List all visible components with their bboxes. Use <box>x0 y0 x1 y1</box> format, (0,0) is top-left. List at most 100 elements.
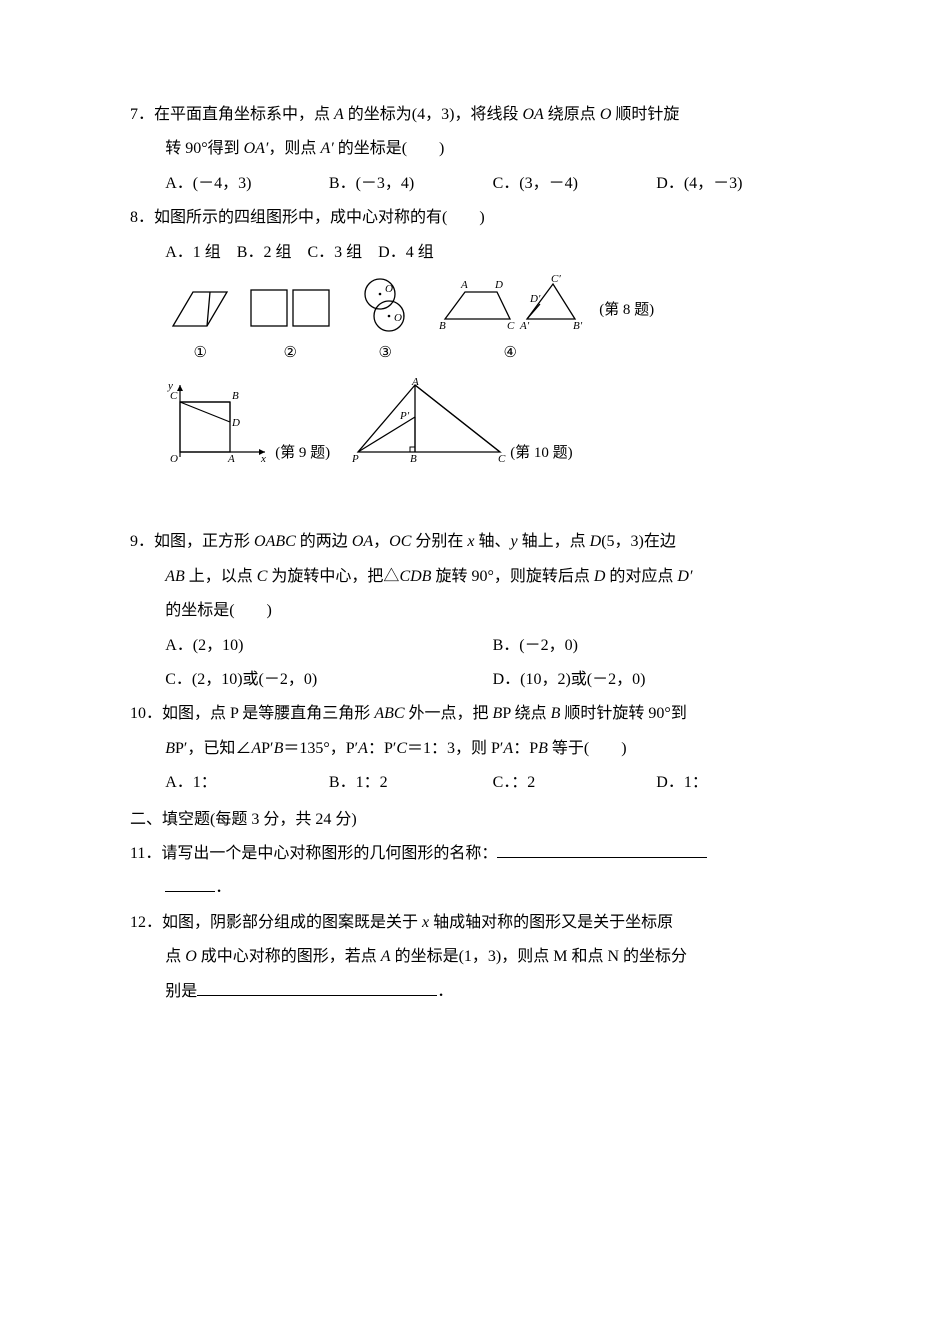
svg-text:D: D <box>494 279 503 291</box>
q11-blank2 <box>165 875 215 892</box>
q11: 11．请写出一个是中心对称图形的几何图形的名称： <box>130 839 820 869</box>
q11-dot: ． <box>215 879 231 896</box>
q9-optA: A．(2，10) <box>165 631 492 661</box>
var-OAp: OA′ <box>244 140 269 157</box>
var-D2: D <box>594 568 606 585</box>
q12-l2c: 的坐标是(1，3)，则点 M 和点 N 的坐标分 <box>391 948 687 965</box>
fig10: A P B C P′ (第 10 题) <box>350 377 573 467</box>
fig-9-10-row: C B D O A x y (第 9 题) A P B C P′ (第 10 题… <box>130 377 820 467</box>
q9-l1b: 的两边 <box>296 533 352 550</box>
q12-l3: 别是． <box>130 977 820 1007</box>
q9-l2a: 上，以点 <box>185 568 257 585</box>
q12-l1: 12．如图，阴影部分组成的图案既是关于 x 轴成轴对称的图形又是关于坐标原 <box>130 908 820 938</box>
q9-l1: 9．如图，正方形 OABC 的两边 OA，OC 分别在 x 轴、y 轴上，点 D… <box>130 527 820 557</box>
q7-options: A．(－4，3) B．(－3，4) C．(3，－4) D．(4，－3) <box>130 169 820 199</box>
var-ABC: ABC <box>374 705 404 722</box>
var-B3: B <box>165 740 175 757</box>
fig8-3-num: ③ <box>345 339 425 368</box>
var-O: O <box>600 106 612 123</box>
q11-blank1 <box>497 841 707 858</box>
var-C: C <box>257 568 268 585</box>
q7-optC: C．(3，－4) <box>493 169 657 199</box>
svg-text:B′: B′ <box>573 320 583 332</box>
q7-t3: 绕原点 <box>544 106 600 123</box>
var-OC: OC <box>389 533 411 550</box>
q9-l2b: 为旋转中心，把△ <box>267 568 399 585</box>
var-OA: OA <box>522 106 543 123</box>
var-B: B <box>493 705 503 722</box>
q12-l3b: ． <box>437 983 453 1000</box>
q9-l3: 的坐标是( ) <box>130 596 820 626</box>
svg-text:A′: A′ <box>519 320 530 332</box>
q11-cont: ． <box>130 873 820 903</box>
section-2-header: 二、填空题(每题 3 分，共 24 分) <box>130 805 820 835</box>
q10-optC: C．：2 <box>493 768 657 798</box>
q9-optD: D．(10，2)或(－2，0) <box>493 665 820 695</box>
var-A3: A <box>251 740 261 757</box>
q10-l1d: 顺时针旋转 90°到 <box>560 705 686 722</box>
fig9-cap: (第 9 题) <box>275 439 330 468</box>
svg-text:P: P <box>351 453 359 465</box>
q11-text: 11．请写出一个是中心对称图形的几何图形的名称： <box>130 845 497 862</box>
fig8-1-num: ① <box>165 339 235 368</box>
q9-l1d: 分别在 <box>411 533 467 550</box>
svg-text:P′: P′ <box>399 410 410 422</box>
var-A: A <box>334 106 344 123</box>
q7-optB: B．(－3，4) <box>329 169 493 199</box>
q8-optD: D．4 组 <box>378 244 434 261</box>
svg-text:B: B <box>232 390 239 402</box>
q9-l2c: 旋转 90°，则旋转后点 <box>431 568 593 585</box>
q9-l1e: 轴、 <box>475 533 511 550</box>
q10-opts: A．1： B．1：2 C．：2 D．1： <box>130 768 820 798</box>
svg-text:A: A <box>460 279 468 291</box>
var-CDB: CDB <box>399 568 431 585</box>
q8-optC: C．3 组 <box>307 244 362 261</box>
fig8-cap: (第 8 题) <box>599 296 654 325</box>
var-A4: A <box>358 740 368 757</box>
fig10-cap: (第 10 题) <box>510 439 573 468</box>
q7-optA: A．(－4，3) <box>165 169 329 199</box>
svg-text:C: C <box>498 453 506 465</box>
q10-optB: B．1：2 <box>329 768 493 798</box>
q9-optB: B．(－2，0) <box>493 631 820 661</box>
q9-opts1: A．(2，10) B．(－2，0) <box>130 631 820 661</box>
q12-l1a: 12．如图，阴影部分组成的图案既是关于 <box>130 914 422 931</box>
q10-optA: A．1： <box>165 768 329 798</box>
q10-l2: BP′，已知∠AP′B＝135°，P′A：P′C＝1：3，则 P′A：PB 等于… <box>130 734 820 764</box>
q9-l1a: 9．如图，正方形 <box>130 533 254 550</box>
var-OABC: OABC <box>254 533 296 550</box>
q10-optD: D．1： <box>656 768 820 798</box>
svg-text:x: x <box>260 453 266 465</box>
var-C2: C <box>396 740 407 757</box>
svg-text:D′: D′ <box>529 293 541 305</box>
q9-l1g: (5，3)在边 <box>601 533 676 550</box>
q12-blank <box>197 979 437 996</box>
var-B4: B <box>274 740 284 757</box>
svg-text:B: B <box>439 320 446 332</box>
q10-l2b: P′ <box>261 740 273 757</box>
svg-text:y: y <box>167 380 173 392</box>
q10-l2d: ：P′ <box>368 740 396 757</box>
fig8-4: A D B C C′ A′ B′ D′ ④ <box>435 274 585 368</box>
q7-l2b: ，则点 <box>268 140 320 157</box>
q10-l1c: P 绕点 <box>502 705 550 722</box>
q9-opts2: C．(2，10)或(－2，0) D．(10，2)或(－2，0) <box>130 665 820 695</box>
var-AB: AB <box>165 568 185 585</box>
q9-l1f: 轴上，点 <box>518 533 590 550</box>
q10-l2f: ：P <box>513 740 538 757</box>
svg-text:A: A <box>227 453 235 465</box>
svg-text:C: C <box>507 320 515 332</box>
fig8-4-num: ④ <box>435 339 585 368</box>
q8-text: 8．如图所示的四组图形中，成中心对称的有( ) <box>130 203 820 233</box>
q7-t2: 的坐标为(4，3)，将线段 <box>344 106 523 123</box>
q12-l2b: 成中心对称的图形，若点 <box>197 948 381 965</box>
q10-l2c: ＝135°，P′ <box>283 740 358 757</box>
q7-t1: 7．在平面直角坐标系中，点 <box>130 106 334 123</box>
q9-l2d: 的对应点 <box>605 568 677 585</box>
var-D: D <box>590 533 602 550</box>
q8-options: A．1 组 B．2 组 C．3 组 D．4 组 <box>130 238 820 268</box>
q12-l1b: 轴成轴对称的图形又是关于坐标原 <box>429 914 673 931</box>
var-y: y <box>511 533 518 550</box>
q8-optA: A．1 组 <box>165 244 221 261</box>
var-OA2: OA <box>352 533 373 550</box>
